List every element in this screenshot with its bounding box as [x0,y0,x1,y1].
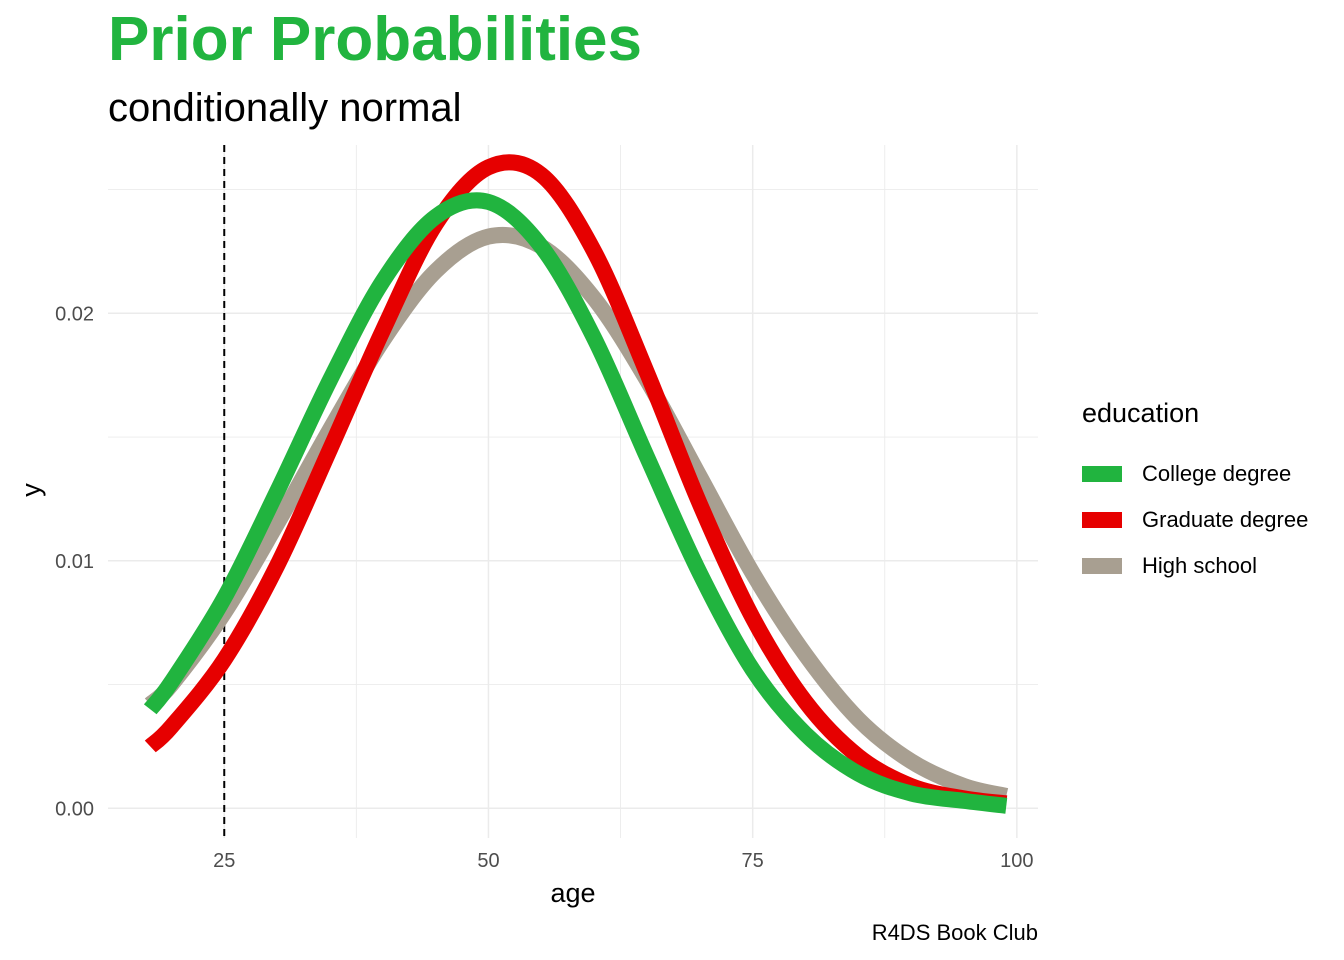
x-tick-label: 50 [477,850,499,872]
legend-key-graduate [1082,512,1122,528]
legend-item-highschool: High school [1082,543,1308,589]
legend-item-graduate: Graduate degree [1082,497,1308,543]
y-tick-label: 0.01 [55,551,94,573]
legend-title: education [1082,398,1200,428]
legend-item-college: College degree [1082,451,1308,497]
series-line-graduate-degree [144,154,1008,812]
series-line-high-school [144,226,1009,804]
legend-label-highschool: High school [1142,553,1257,578]
chart-caption: R4DS Book Club [871,920,1038,945]
y-tick-label: 0.02 [55,303,94,325]
x-axis-title: age [550,878,595,908]
chart-subtitle: conditionally normal [108,86,462,130]
y-tick-label: 0.00 [55,798,94,820]
legend-label-college: College degree [1142,461,1292,486]
series-line-college-degree [143,192,1008,814]
legend-key-college [1082,466,1122,482]
x-tick-label: 25 [213,850,235,872]
grid-lines [108,145,1038,838]
y-axis-title: y [16,483,46,497]
chart-title: Prior Probabilities [108,5,643,74]
x-tick-label: 75 [742,850,764,872]
legend-key-highschool [1082,558,1122,574]
legend-label-graduate: Graduate degree [1142,507,1309,532]
series-layer [143,154,1009,814]
legend: education College degree Graduate degree… [1082,398,1308,589]
tick-labels: 25 50 75 100 0.00 0.01 0.02 [55,303,1033,872]
x-tick-label: 100 [1000,850,1033,872]
